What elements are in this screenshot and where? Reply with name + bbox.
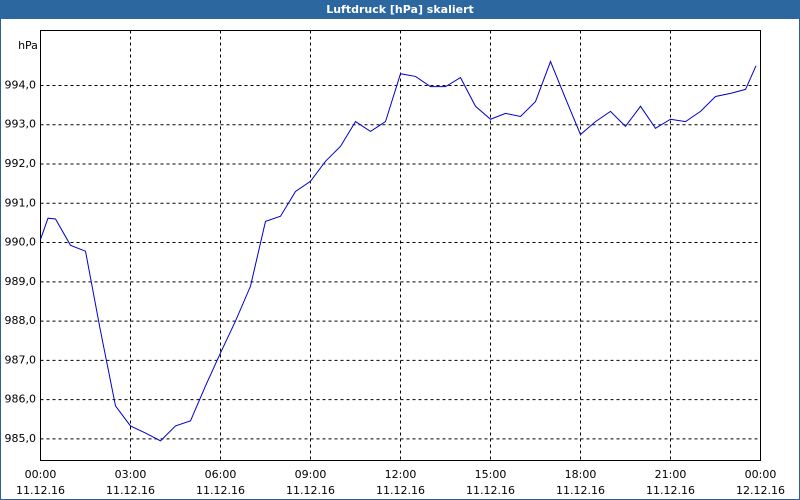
- y-tick-label: 985,0: [5, 432, 37, 445]
- y-tick-label: 989,0: [5, 275, 37, 288]
- y-tick-label: 994,0: [5, 78, 37, 91]
- x-tick-label: 00:00: [25, 468, 57, 481]
- x-tick-date: 11.12.16: [466, 484, 515, 497]
- y-tick-label: 990,0: [5, 236, 37, 249]
- x-tick-label: 18:00: [565, 468, 597, 481]
- x-tick-date: 11.12.16: [556, 484, 605, 497]
- x-tick-date: 11.12.16: [106, 484, 155, 497]
- x-tick-label: 15:00: [475, 468, 507, 481]
- x-tick-date: 11.12.16: [646, 484, 695, 497]
- x-tick-date: 11.12.16: [376, 484, 425, 497]
- title-bar: [0, 0, 800, 19]
- y-tick-label: 986,0: [5, 393, 37, 406]
- y-tick-label: 992,0: [5, 157, 37, 170]
- chart-title: Luftdruck [hPa] skaliert: [326, 3, 474, 16]
- x-tick-label: 09:00: [295, 468, 327, 481]
- y-tick-label: 987,0: [5, 353, 37, 366]
- y-unit: hPa: [18, 39, 38, 52]
- y-tick-label: 993,0: [5, 118, 37, 131]
- y-tick-label: 991,0: [5, 196, 37, 209]
- x-tick-label: 00:00: [745, 468, 777, 481]
- x-tick-label: 21:00: [655, 468, 687, 481]
- y-tick-label: 988,0: [5, 314, 37, 327]
- x-tick-date: 12.12.16: [736, 484, 785, 497]
- x-tick-date: 11.12.16: [196, 484, 245, 497]
- x-tick-label: 03:00: [115, 468, 147, 481]
- x-tick-date: 11.12.16: [16, 484, 65, 497]
- x-tick-label: 12:00: [385, 468, 417, 481]
- x-tick-date: 11.12.16: [286, 484, 335, 497]
- x-tick-label: 06:00: [205, 468, 237, 481]
- data-line: [40, 60, 757, 442]
